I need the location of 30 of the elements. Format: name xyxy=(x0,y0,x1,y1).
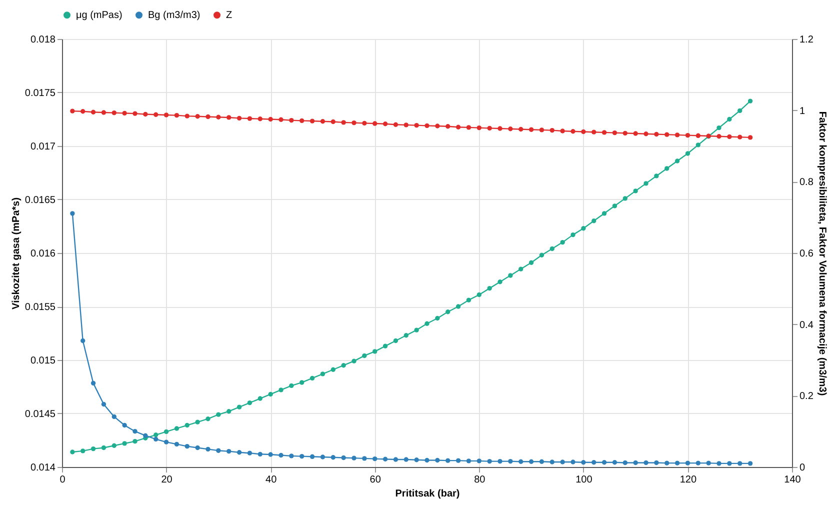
legend-label: μg (mPas) xyxy=(76,10,122,22)
y-tick-label: 0.017 xyxy=(30,142,56,152)
y2-tick-label: 0 xyxy=(800,462,806,474)
y2-tick-label: 1 xyxy=(800,106,806,117)
legend-label: Z xyxy=(226,10,232,22)
x-tick-label: 20 xyxy=(161,474,173,486)
y-tick-label: 0.015 xyxy=(30,356,56,366)
y-tick-label: 0.018 xyxy=(30,34,56,46)
x-tick-label: 40 xyxy=(266,474,278,486)
x-tick-label: 140 xyxy=(784,474,802,486)
y-axis-title: Viskozitet gasa (mPa*s) xyxy=(10,197,22,310)
x-tick-label: 100 xyxy=(576,474,593,486)
x-tick-label: 80 xyxy=(474,474,486,486)
y-tick-label: 0.0175 xyxy=(24,88,56,99)
y-tick-label: 0.0165 xyxy=(24,195,56,206)
y-tick-label: 0.014 xyxy=(30,462,56,474)
y2-tick-label: 0.6 xyxy=(800,248,814,260)
y2-tick-label: 0.8 xyxy=(800,177,814,188)
y-tick-label: 0.0145 xyxy=(24,409,56,420)
y2-axis-title: Faktor kompresibiliteta, Faktor Volumena formacije (m3/m3) xyxy=(816,111,828,396)
y2-tick-label: 1.2 xyxy=(800,34,814,46)
x-axis-title: Prititsak (bar) xyxy=(395,488,460,500)
y2-tick-label: 0.4 xyxy=(800,320,814,331)
y2-tick-label: 0.2 xyxy=(800,391,814,402)
x-tick-label: 0 xyxy=(60,474,66,486)
x-tick-label: 120 xyxy=(680,474,697,486)
x-tick-label: 60 xyxy=(370,474,382,486)
y-tick-label: 0.0155 xyxy=(24,302,56,313)
legend-label: Bg (m3/m3) xyxy=(148,10,200,22)
y-tick-label: 0.016 xyxy=(30,248,56,260)
